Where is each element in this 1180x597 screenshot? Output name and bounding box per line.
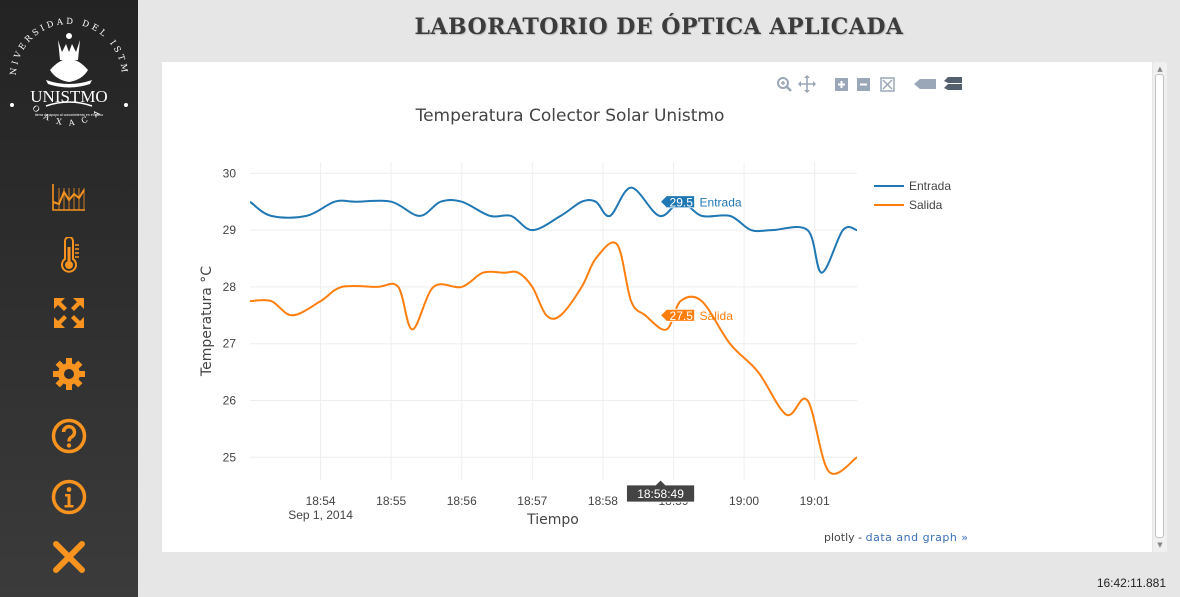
- chart-panel: 25 26 27 28 29 30 18:54 18:55 18:56 18:57 18:58 18:…: [162, 62, 1152, 552]
- x-tick-label: 19:00: [729, 494, 759, 508]
- page-title: LABORATORIO DE ÓPTICA APLICADA: [414, 14, 904, 40]
- hover-x-label: 18:58:49: [626, 479, 695, 503]
- scroll-up-arrow-icon[interactable]: ▲: [1157, 65, 1163, 73]
- x-date-label: Sep 1, 2014: [288, 508, 353, 522]
- status-bar: 16:42:11.881: [138, 568, 1180, 597]
- logo-motto: tierra de apoyo al conocimiento en el is…: [35, 113, 103, 117]
- y-tick-label: 30: [223, 166, 237, 180]
- zoom-out-icon: [857, 78, 870, 91]
- help-icon: [51, 418, 87, 454]
- x-axis-title: Tiempo: [526, 512, 579, 528]
- modebar-zoom-button[interactable]: [776, 74, 794, 94]
- chart-title: Temperatura Colector Solar Unistmo: [415, 106, 725, 126]
- credit-prefix: plotly -: [824, 531, 866, 544]
- unistmo-logo: UNIVERSIDAD DEL ISTMO OAXACA UNISTMO tie…: [2, 10, 128, 128]
- y-tick-label: 28: [223, 280, 237, 294]
- data-and-graph-link[interactable]: data and graph »: [865, 531, 969, 544]
- modebar-zoom-out-button[interactable]: [854, 74, 872, 94]
- modebar-hover-compare-button[interactable]: [942, 74, 964, 94]
- series-line-entrada: [250, 186, 857, 274]
- y-axis-title: Temperatura °C: [199, 266, 215, 377]
- scroll-thumb[interactable]: [1155, 74, 1164, 538]
- hover-box: [659, 308, 695, 322]
- gear-icon: [53, 358, 85, 390]
- hover-x-box: [626, 479, 695, 503]
- x-tick-label: 19:01: [800, 494, 830, 508]
- y-tick-label: 25: [223, 450, 237, 464]
- sidebar-item-chart[interactable]: [47, 175, 91, 219]
- close-icon: [53, 541, 85, 573]
- chart-svg[interactable]: 25 26 27 28 29 30 18:54 18:55 18:56 18:57 18:58 18:…: [162, 62, 1152, 552]
- thermometer-icon: [61, 237, 79, 273]
- x-tick-label: 18:55: [376, 494, 406, 508]
- hover-label-entrada: 29.5 Entrada: [659, 195, 742, 209]
- hover-series-name: Entrada: [700, 195, 742, 209]
- hover-value: 27.5: [670, 309, 694, 323]
- modebar-hover-closest-button[interactable]: [912, 74, 938, 94]
- pan-icon: [798, 75, 816, 93]
- sidebar-item-exit[interactable]: [47, 535, 91, 579]
- sidebar: UNIVERSIDAD DEL ISTMO OAXACA UNISTMO tie…: [0, 0, 138, 597]
- hover-label-salida: 27.5 Salida: [659, 308, 734, 323]
- x-tick-label: 18:56: [447, 494, 477, 508]
- y-tick-label: 29: [223, 223, 237, 237]
- logo-name: UNISTMO: [30, 87, 107, 106]
- hover-x-value: 18:58:49: [637, 487, 684, 501]
- modebar-pan-button[interactable]: [798, 74, 816, 94]
- y-tick-label: 27: [223, 337, 237, 351]
- hover-value: 29.5: [670, 195, 694, 209]
- hover-compare-icon: [944, 77, 962, 90]
- x-tick-label: 18:58: [588, 494, 618, 508]
- scroll-down-arrow-icon[interactable]: ▼: [1157, 541, 1163, 549]
- x-tick-label: 18:54: [306, 494, 336, 508]
- zoom-icon: [777, 77, 792, 92]
- legend-label-salida: Salida: [909, 198, 943, 212]
- chart-icon: [52, 184, 85, 211]
- autoscale-icon: [880, 77, 895, 92]
- vertical-scrollbar[interactable]: ▲ ▼: [1153, 62, 1167, 552]
- zoom-in-icon: [835, 78, 848, 91]
- modebar-zoom-in-button[interactable]: [832, 74, 850, 94]
- sidebar-item-info[interactable]: [47, 475, 91, 519]
- sidebar-item-temperature[interactable]: [47, 233, 91, 277]
- y-tick-label: 26: [223, 394, 237, 408]
- expand-icon: [54, 298, 84, 328]
- logo-emblem: [46, 33, 92, 88]
- hover-closest-icon: [914, 79, 936, 89]
- plotly-credit: plotly - data and graph »: [824, 531, 969, 544]
- info-icon: [51, 479, 87, 515]
- x-tick-label: 18:57: [517, 494, 547, 508]
- sidebar-item-settings[interactable]: [47, 352, 91, 396]
- clock: 16:42:11.881: [1096, 576, 1166, 590]
- modebar-autoscale-button[interactable]: [878, 74, 896, 94]
- legend-label-entrada: Entrada: [909, 179, 951, 193]
- series-line-salida: [250, 241, 857, 475]
- hover-series-name: Salida: [700, 309, 734, 323]
- sidebar-item-fullscreen[interactable]: [47, 291, 91, 335]
- sidebar-item-help[interactable]: [47, 414, 91, 458]
- hover-box: [659, 195, 695, 209]
